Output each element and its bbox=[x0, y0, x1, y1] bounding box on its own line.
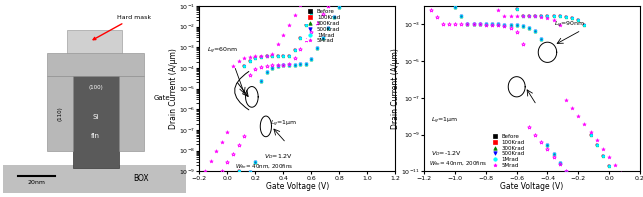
Y-axis label: Drain Current (A/μm): Drain Current (A/μm) bbox=[168, 48, 177, 129]
Text: $W_{fin}$= 40nm, 200fins: $W_{fin}$= 40nm, 200fins bbox=[235, 162, 293, 171]
Y-axis label: Drain Current (A/μm): Drain Current (A/μm) bbox=[391, 48, 400, 129]
Text: Gate: Gate bbox=[154, 96, 170, 101]
Text: BOX: BOX bbox=[133, 174, 149, 183]
Bar bbox=[119, 76, 144, 151]
Text: Hard mask: Hard mask bbox=[93, 15, 151, 40]
Bar bbox=[73, 74, 119, 168]
Text: fin: fin bbox=[91, 133, 100, 139]
Text: $L_g$=1μm: $L_g$=1μm bbox=[431, 115, 458, 126]
Text: $L_g$=60nm: $L_g$=60nm bbox=[207, 46, 239, 56]
Bar bbox=[47, 76, 73, 151]
X-axis label: Gate Voltage (V): Gate Voltage (V) bbox=[500, 182, 564, 191]
Text: $L_g$=90nm: $L_g$=90nm bbox=[554, 20, 584, 30]
Text: 20nm: 20nm bbox=[27, 180, 45, 186]
Text: (100): (100) bbox=[88, 85, 103, 90]
Text: Si: Si bbox=[93, 114, 99, 120]
Bar bbox=[47, 53, 144, 76]
Text: (110): (110) bbox=[57, 106, 62, 121]
Bar bbox=[68, 30, 122, 53]
Legend: Before, 100Krad, 300Krad, 500Krad, 1Mrad, 5Mrad: Before, 100Krad, 300Krad, 500Krad, 1Mrad… bbox=[489, 133, 525, 169]
X-axis label: Gate Voltage (V): Gate Voltage (V) bbox=[266, 182, 329, 191]
Text: $V_D$=-1.2V: $V_D$=-1.2V bbox=[431, 149, 462, 158]
Legend: Before, 100Krad, 300Krad, 500Krad, 1Mrad, 5Mrad: Before, 100Krad, 300Krad, 500Krad, 1Mrad… bbox=[304, 9, 341, 44]
Text: $W_{fin}$= 40nm, 200fins: $W_{fin}$= 40nm, 200fins bbox=[429, 159, 487, 168]
Text: $V_D$=1.2V: $V_D$=1.2V bbox=[264, 152, 293, 161]
Bar bbox=[3, 165, 186, 193]
Text: $L_g$=1μm: $L_g$=1μm bbox=[270, 119, 297, 129]
